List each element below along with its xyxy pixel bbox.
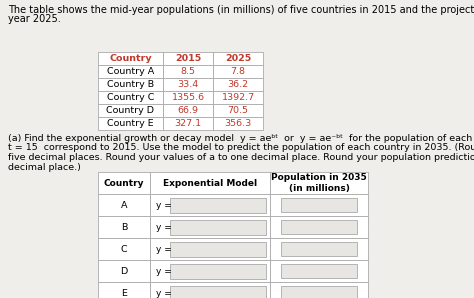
Bar <box>281 198 357 212</box>
Text: Country: Country <box>109 54 152 63</box>
Text: Country: Country <box>104 179 144 187</box>
Text: t = 15  correspond to 2015. Use the model to predict the population of each coun: t = 15 correspond to 2015. Use the model… <box>8 144 474 153</box>
Text: (a) Find the exponential growth or decay model  y = aeᵇᵗ  or  y = ae⁻ᵇᵗ  for the: (a) Find the exponential growth or decay… <box>8 134 474 143</box>
Bar <box>150 194 270 216</box>
Text: 356.3: 356.3 <box>224 119 252 128</box>
Text: year 2025.: year 2025. <box>8 14 61 24</box>
Bar <box>170 220 266 235</box>
Bar <box>170 285 266 298</box>
Bar <box>213 91 263 104</box>
Bar <box>98 216 150 238</box>
Text: 70.5: 70.5 <box>228 106 248 115</box>
Bar <box>281 264 357 278</box>
Bar <box>98 104 163 117</box>
Bar <box>213 65 263 78</box>
Bar <box>150 238 270 260</box>
Bar <box>98 260 150 282</box>
Bar <box>213 52 263 65</box>
Bar <box>150 216 270 238</box>
Text: y =: y = <box>156 266 172 275</box>
Bar <box>270 216 368 238</box>
Bar <box>150 282 270 298</box>
Text: 66.9: 66.9 <box>177 106 199 115</box>
Text: decimal place.): decimal place.) <box>8 162 81 172</box>
Bar <box>270 260 368 282</box>
Text: y =: y = <box>156 223 172 232</box>
Bar <box>270 194 368 216</box>
Text: 7.8: 7.8 <box>230 67 246 76</box>
Bar <box>98 282 150 298</box>
Text: D: D <box>120 266 128 275</box>
Text: y =: y = <box>156 244 172 254</box>
Text: 2025: 2025 <box>225 54 251 63</box>
Bar <box>213 78 263 91</box>
Text: 2015: 2015 <box>175 54 201 63</box>
Bar <box>98 194 150 216</box>
Bar <box>281 242 357 256</box>
Bar <box>281 286 357 298</box>
Bar <box>98 91 163 104</box>
Bar <box>163 104 213 117</box>
Text: 1392.7: 1392.7 <box>221 93 255 102</box>
Bar <box>170 241 266 257</box>
Text: Country A: Country A <box>107 67 154 76</box>
Text: 327.1: 327.1 <box>174 119 201 128</box>
Text: Population in 2035
(in millions): Population in 2035 (in millions) <box>271 173 367 193</box>
Bar <box>98 117 163 130</box>
Bar <box>163 52 213 65</box>
Text: five decimal places. Round your values of a to one decimal place. Round your pop: five decimal places. Round your values o… <box>8 153 474 162</box>
Bar <box>98 238 150 260</box>
Bar <box>163 91 213 104</box>
Text: E: E <box>121 288 127 297</box>
Bar <box>170 198 266 212</box>
Bar <box>270 172 368 194</box>
Text: Country E: Country E <box>107 119 154 128</box>
Text: 8.5: 8.5 <box>181 67 195 76</box>
Text: Country B: Country B <box>107 80 154 89</box>
Text: C: C <box>121 244 128 254</box>
Bar <box>98 172 150 194</box>
Bar <box>98 52 163 65</box>
Bar <box>98 65 163 78</box>
Bar <box>281 220 357 234</box>
Bar <box>213 104 263 117</box>
Text: 36.2: 36.2 <box>228 80 248 89</box>
Text: Exponential Model: Exponential Model <box>163 179 257 187</box>
Bar <box>163 65 213 78</box>
Text: Country C: Country C <box>107 93 154 102</box>
Bar <box>163 117 213 130</box>
Text: 1355.6: 1355.6 <box>172 93 205 102</box>
Bar <box>98 78 163 91</box>
Bar <box>270 238 368 260</box>
Bar <box>150 260 270 282</box>
Bar <box>170 263 266 279</box>
Bar <box>150 172 270 194</box>
Bar <box>163 78 213 91</box>
Text: y =: y = <box>156 201 172 209</box>
Bar <box>213 117 263 130</box>
Bar <box>270 282 368 298</box>
Text: B: B <box>121 223 127 232</box>
Text: y =: y = <box>156 288 172 297</box>
Text: The table shows the mid-year populations (in millions) of five countries in 2015: The table shows the mid-year populations… <box>8 5 474 15</box>
Text: Country D: Country D <box>107 106 155 115</box>
Text: 33.4: 33.4 <box>177 80 199 89</box>
Text: A: A <box>121 201 127 209</box>
